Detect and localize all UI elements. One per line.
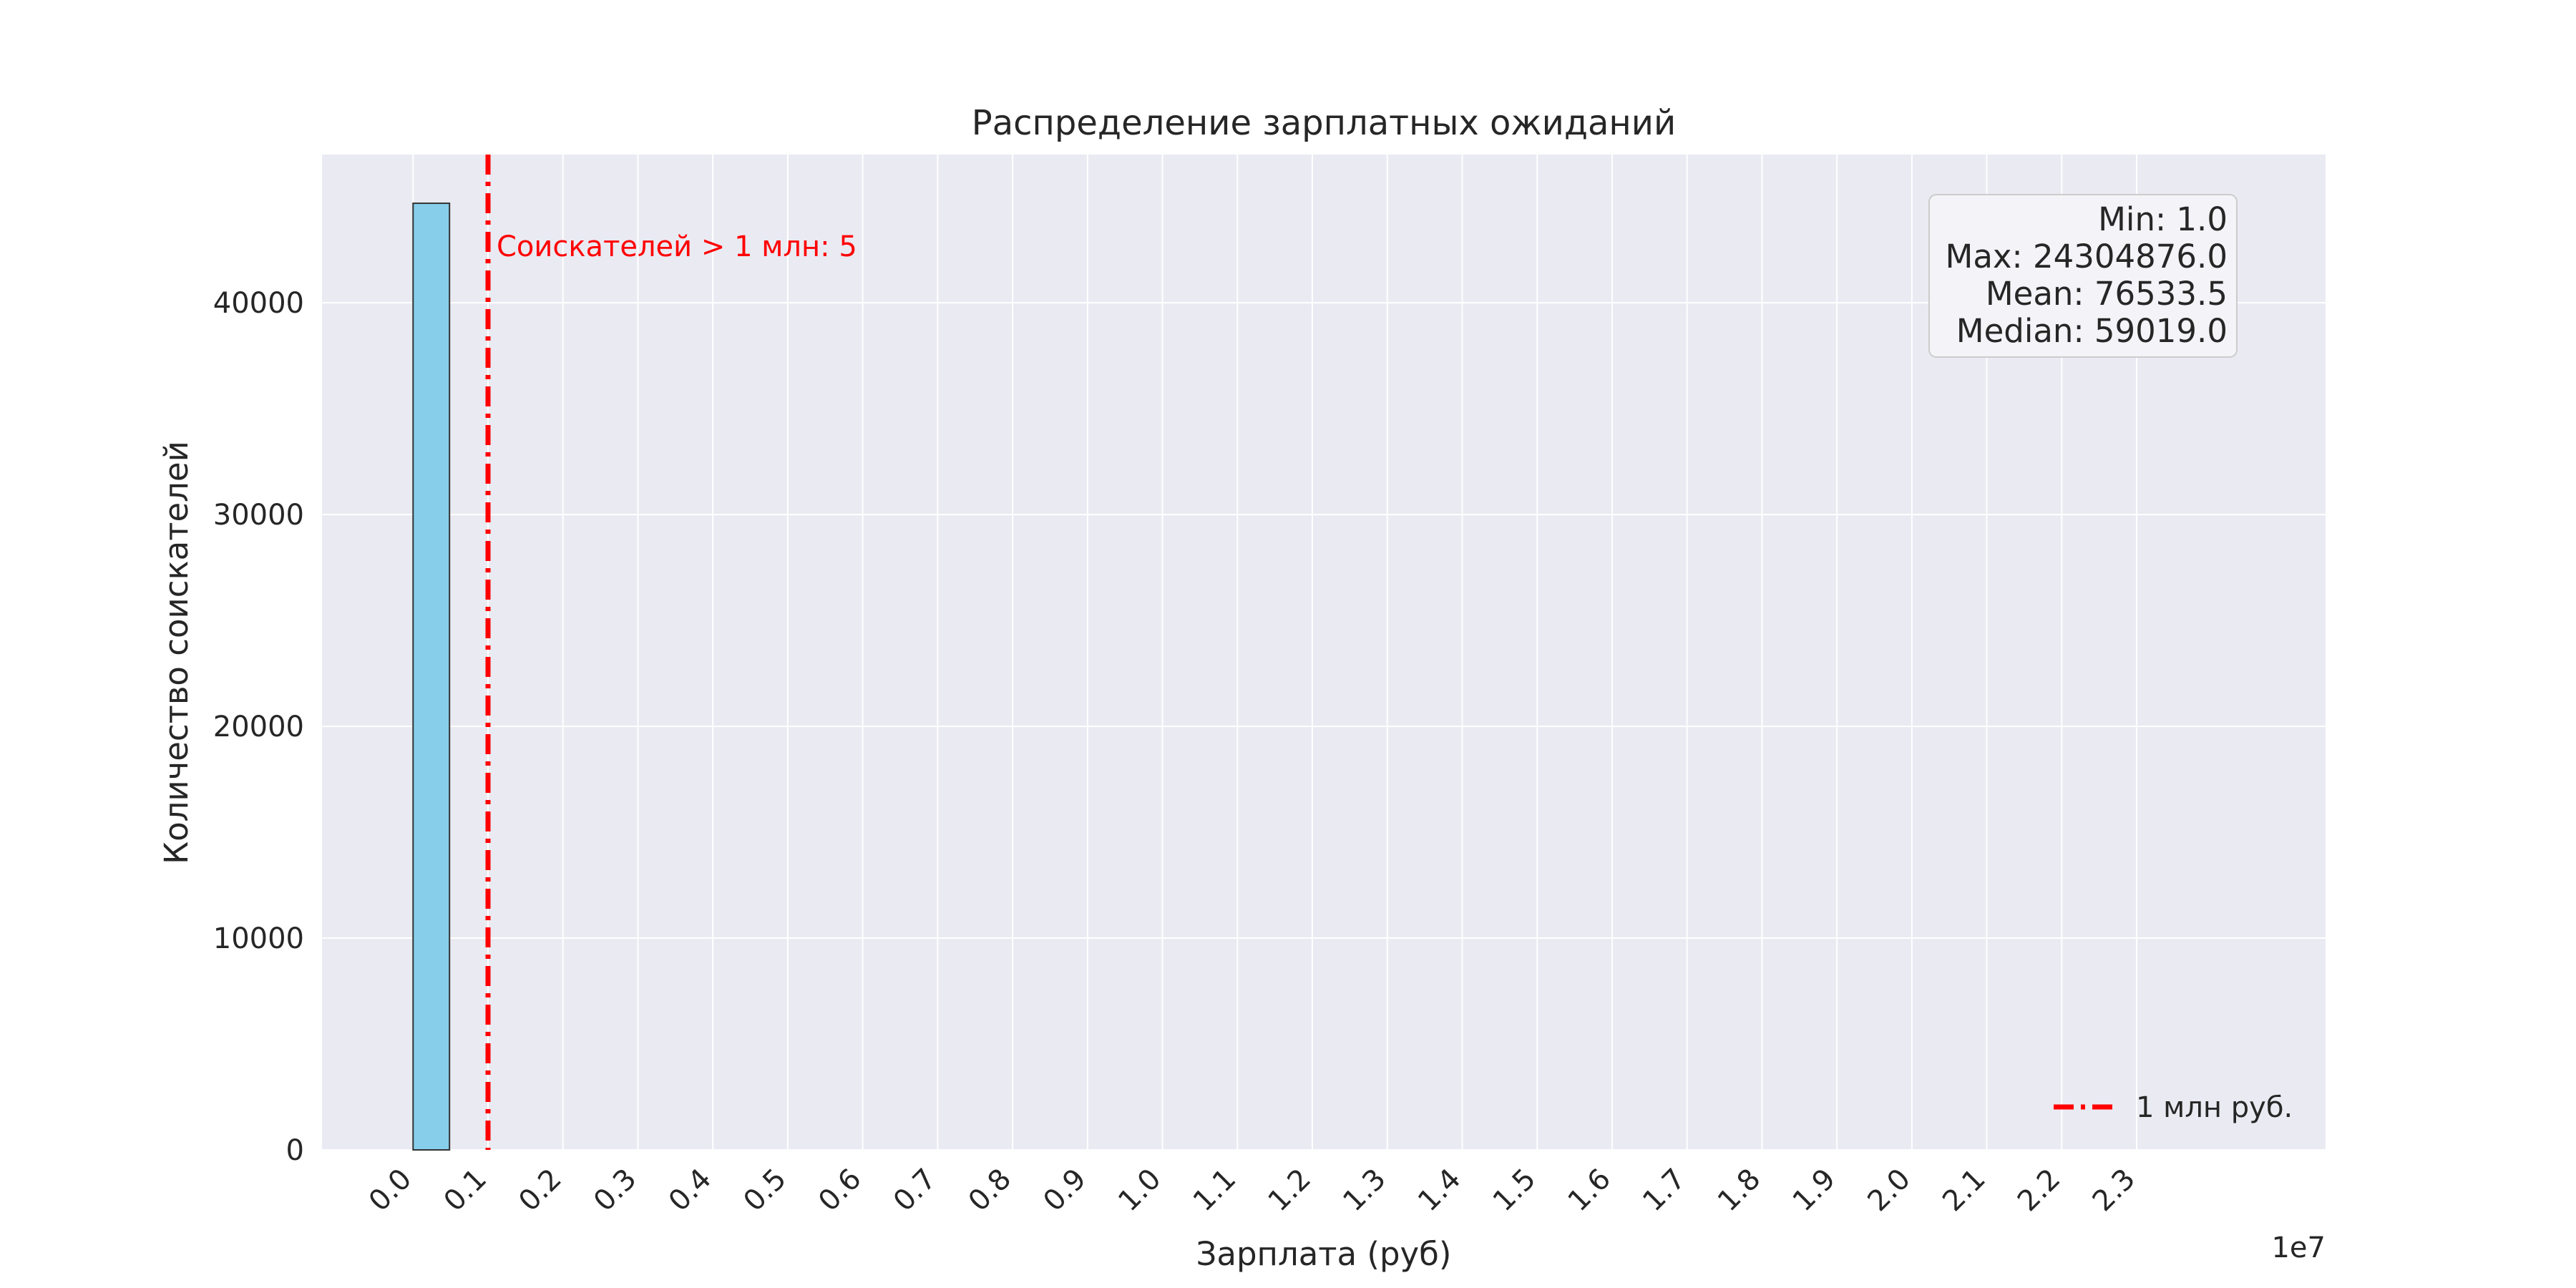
threshold-annotation: Соискателей > 1 млн: 5 — [497, 230, 857, 263]
y-tick-labels: 0 10000 20000 30000 40000 — [213, 287, 304, 1167]
x-tick-label: 1.6 — [1562, 1163, 1618, 1219]
x-tick-label: 0.3 — [587, 1163, 643, 1219]
histogram-bar — [412, 203, 451, 1151]
x-axis-label: Зарплата (руб) — [1196, 1235, 1452, 1273]
x-tick-label: 0.8 — [962, 1163, 1018, 1219]
x-tick-label: 0.6 — [812, 1163, 868, 1219]
x-tick-label: 2.1 — [1936, 1163, 1992, 1219]
x-tick-label: 2.3 — [2087, 1163, 2142, 1219]
x-axis-offset-label: 1e7 — [2271, 1231, 2326, 1264]
x-tick-label: 1.7 — [1636, 1163, 1692, 1219]
x-tick-label: 1.8 — [1712, 1163, 1767, 1219]
y-tick-label: 0 — [286, 1134, 304, 1167]
y-tick-label: 40000 — [213, 287, 304, 320]
x-tick-label: 1.9 — [1787, 1163, 1843, 1219]
legend: 1 млн руб. — [2054, 1091, 2293, 1124]
legend-label: 1 млн руб. — [2136, 1091, 2293, 1124]
y-axis-label: Количество соискателей — [157, 441, 195, 864]
x-tick-label: 1.3 — [1337, 1163, 1392, 1219]
x-tick-label: 2.0 — [1861, 1163, 1917, 1219]
stats-line: Median: 59019.0 — [1956, 312, 2228, 350]
x-tick-label: 0.2 — [512, 1163, 568, 1219]
x-tick-label: 0.5 — [737, 1163, 793, 1219]
stats-line: Mean: 76533.5 — [1986, 275, 2228, 313]
x-tick-label: 0.4 — [663, 1163, 718, 1219]
x-tick-label: 1.5 — [1487, 1163, 1543, 1219]
grid — [322, 155, 2326, 1151]
x-tick-label: 2.2 — [2011, 1163, 2067, 1219]
y-tick-label: 30000 — [213, 499, 304, 532]
x-tick-label: 0.0 — [363, 1163, 419, 1219]
x-tick-label: 1.0 — [1112, 1163, 1168, 1219]
y-tick-label: 20000 — [213, 711, 304, 743]
stats-line: Min: 1.0 — [2098, 200, 2228, 238]
x-tick-label: 0.7 — [887, 1163, 943, 1219]
x-tick-label: 0.1 — [438, 1163, 494, 1219]
y-tick-label: 10000 — [213, 922, 304, 955]
bars — [412, 203, 451, 1151]
x-tick-label: 1.4 — [1412, 1163, 1468, 1219]
stats-box: Min: 1.0 Max: 24304876.0 Mean: 76533.5 Medi… — [1928, 194, 2238, 358]
chart-title: Распределение зарплатных ожиданий — [972, 103, 1676, 143]
x-tick-label: 1.1 — [1187, 1163, 1243, 1219]
x-tick-label: 1.2 — [1262, 1163, 1318, 1219]
stats-line: Max: 24304876.0 — [1946, 238, 2228, 275]
x-tick-labels: 0.0 0.1 0.2 0.3 0.4 0.5 0.6 0.7 0.8 0.9 1.0 1.1 1.2 1… — [363, 1163, 2142, 1219]
x-tick-label: 0.9 — [1037, 1163, 1093, 1219]
